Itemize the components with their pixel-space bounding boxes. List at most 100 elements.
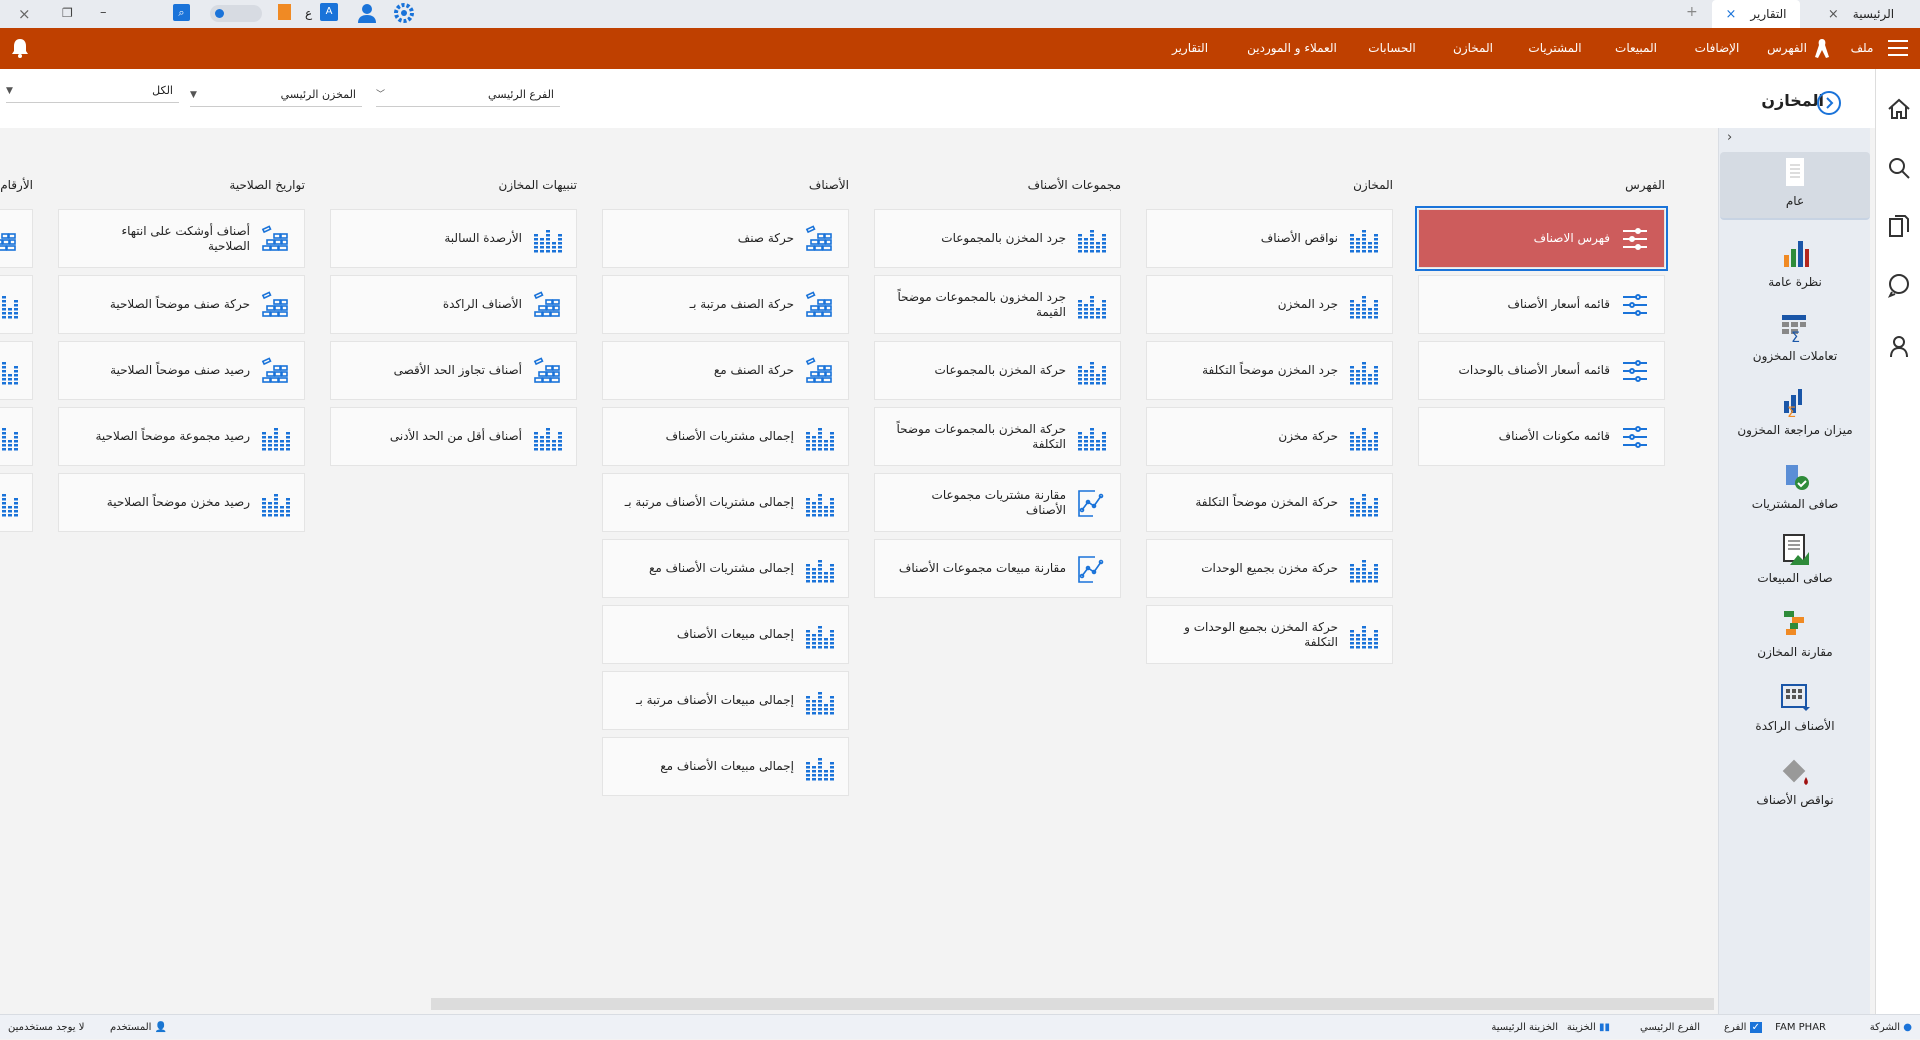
report-card[interactable] bbox=[0, 209, 33, 268]
home-icon[interactable] bbox=[1886, 96, 1912, 122]
report-card[interactable]: إجمالى مشتريات الأصناف bbox=[602, 407, 849, 466]
tab-home[interactable]: الرئيسية × bbox=[1802, 0, 1920, 28]
bar-chart-icon bbox=[804, 752, 834, 782]
report-card[interactable]: إجمالى مشتريات الأصناف مرتبة بـ bbox=[602, 473, 849, 532]
sidebar-item-label: ميزان مراجعة المخزون bbox=[1737, 423, 1853, 437]
report-card[interactable]: حركة المخزن موضحاً التكلفة bbox=[1146, 473, 1393, 532]
report-card[interactable]: حركة صنف bbox=[602, 209, 849, 268]
sidebar-item[interactable]: نظرة عامة bbox=[1719, 237, 1871, 289]
menu-item[interactable]: المبيعات bbox=[1615, 41, 1657, 55]
report-card[interactable]: إجمالى مبيعات الأصناف bbox=[602, 605, 849, 664]
sidebar-item[interactable]: صافى المشتريات bbox=[1719, 459, 1871, 511]
menu-item[interactable]: العملاء و الموردين bbox=[1247, 41, 1337, 55]
sidebar-item[interactable]: عام bbox=[1720, 152, 1870, 220]
notes-icon[interactable] bbox=[278, 4, 291, 20]
report-card-label: جرد المخزن موضحاً التكلفة bbox=[1202, 363, 1338, 377]
menu-item[interactable]: الإضافات bbox=[1694, 41, 1740, 55]
tab-reports[interactable]: التقارير × bbox=[1712, 0, 1800, 28]
settings-gear-icon[interactable] bbox=[392, 1, 416, 25]
close-window-button[interactable]: × bbox=[18, 5, 31, 23]
report-card[interactable]: قائمه أسعار الأصناف bbox=[1418, 275, 1665, 334]
report-card[interactable]: جرد المخزون بالمجموعات موضحاً القيمة bbox=[874, 275, 1121, 334]
notifications-bell-icon[interactable] bbox=[11, 37, 29, 59]
report-card[interactable]: الأصناف الراكدة bbox=[330, 275, 577, 334]
minimize-window-button[interactable]: – bbox=[100, 5, 107, 20]
store-dropdown[interactable]: المخزن الرئيسي ▼ bbox=[190, 85, 362, 107]
document-icon bbox=[1778, 156, 1812, 190]
report-card[interactable]: جرد المخزن بالمجموعات bbox=[874, 209, 1121, 268]
report-card[interactable] bbox=[0, 275, 33, 334]
report-card[interactable]: مقارنة مبيعات مجموعات الأصناف bbox=[874, 539, 1121, 598]
sidebar-item[interactable]: مقارنة المخازن bbox=[1719, 607, 1871, 659]
report-card[interactable]: إجمالى مبيعات الأصناف مع bbox=[602, 737, 849, 796]
menu-item[interactable]: الحسابات bbox=[1368, 41, 1416, 55]
report-card-label: الأصناف الراكدة bbox=[442, 297, 522, 311]
bar-chart-icon bbox=[1076, 422, 1106, 452]
hamburger-menu-icon[interactable] bbox=[1888, 40, 1908, 57]
report-card[interactable]: رصيد مجموعة موضحاً الصلاحية bbox=[58, 407, 305, 466]
report-card[interactable]: الأرصدة السالبة bbox=[330, 209, 577, 268]
menu-item[interactable]: الفهرس bbox=[1767, 41, 1807, 55]
report-card[interactable]: إجمالى مبيعات الأصناف مرتبة بـ bbox=[602, 671, 849, 730]
scrollbar-thumb[interactable] bbox=[431, 998, 1714, 1010]
user-profile-icon[interactable] bbox=[1886, 333, 1912, 359]
report-card[interactable]: حركة المخزن بالمجموعات bbox=[874, 341, 1121, 400]
report-card[interactable]: جرد المخزن موضحاً التكلفة bbox=[1146, 341, 1393, 400]
report-card[interactable] bbox=[0, 341, 33, 400]
report-card[interactable]: أصناف أقل من الحد الأدنى bbox=[330, 407, 577, 466]
report-card[interactable]: مقارنة مشتريات مجموعات الأصناف bbox=[874, 473, 1121, 532]
blocks-icon bbox=[260, 356, 290, 386]
report-card[interactable]: قائمه مكونات الأصناف bbox=[1418, 407, 1665, 466]
report-card[interactable]: حركة المخزن بالمجموعات موضحاً التكلفة bbox=[874, 407, 1121, 466]
all-dropdown[interactable]: الكل ▼ bbox=[6, 81, 179, 103]
search-icon[interactable] bbox=[1886, 155, 1912, 181]
menu-item[interactable]: التقارير bbox=[1171, 41, 1209, 55]
report-card[interactable]: أصناف أوشكت على انتهاء الصلاحية bbox=[58, 209, 305, 268]
sidebar-item[interactable]: Σ ميزان مراجعة المخزون bbox=[1719, 385, 1871, 437]
horizontal-scrollbar[interactable] bbox=[0, 998, 1718, 1010]
sidebar-item[interactable]: الأصناف الراكدة bbox=[1719, 681, 1871, 733]
report-card[interactable]: حركة مخزن بجميع الوحدات bbox=[1146, 539, 1393, 598]
whatsapp-icon[interactable] bbox=[1886, 272, 1912, 298]
sidebar-item[interactable]: Σ تعاملات المخزون bbox=[1719, 311, 1871, 363]
report-card-label: إجمالى مشتريات الأصناف bbox=[665, 429, 794, 443]
collapse-sidebar-button[interactable]: › bbox=[1727, 130, 1733, 145]
report-card[interactable]: حركة الصنف مع bbox=[602, 341, 849, 400]
translate-icon[interactable]: A bbox=[320, 3, 338, 21]
menu-item[interactable]: المخازن bbox=[1453, 41, 1493, 55]
restore-window-button[interactable]: ❐ bbox=[62, 6, 73, 20]
theme-toggle[interactable] bbox=[210, 5, 262, 22]
close-tab-icon[interactable]: × bbox=[1725, 6, 1737, 22]
report-card-label: إجمالى مشتريات الأصناف مع bbox=[648, 561, 794, 575]
report-card[interactable]: حركة مخزن bbox=[1146, 407, 1393, 466]
report-card[interactable] bbox=[0, 473, 33, 532]
user-icon[interactable] bbox=[357, 2, 377, 24]
search-icon[interactable]: ⌕ bbox=[173, 4, 190, 21]
report-card[interactable]: رصيد صنف موضحاً الصلاحية bbox=[58, 341, 305, 400]
sidebar-item-label: عام bbox=[1785, 194, 1805, 208]
svg-text:Σ: Σ bbox=[1787, 405, 1796, 419]
menu-item[interactable]: المشتريات bbox=[1528, 41, 1582, 55]
compare-icon bbox=[1778, 607, 1812, 641]
report-card[interactable]: نواقص الأصناف bbox=[1146, 209, 1393, 268]
documents-icon[interactable] bbox=[1886, 213, 1912, 239]
report-card[interactable]: أصناف تجاوز الحد الأقصى bbox=[330, 341, 577, 400]
report-card[interactable]: رصيد مخزن موضحاً الصلاحية bbox=[58, 473, 305, 532]
report-card[interactable]: حركة الصنف مرتبة بـ bbox=[602, 275, 849, 334]
report-card[interactable]: جرد المخزن bbox=[1146, 275, 1393, 334]
report-card[interactable] bbox=[0, 407, 33, 466]
report-card[interactable]: قائمه أسعار الأصناف بالوحدات bbox=[1418, 341, 1665, 400]
sidebar-item[interactable]: صافى المبيعات bbox=[1719, 533, 1871, 585]
sidebar-item[interactable]: نواقص الأصناف bbox=[1719, 755, 1871, 807]
new-tab-button[interactable]: + bbox=[1686, 4, 1698, 20]
store-value: المخزن الرئيسي bbox=[280, 88, 356, 101]
menu-item[interactable]: ملف bbox=[1850, 41, 1874, 55]
report-card[interactable]: حركة المخزن بجميع الوحدات و التكلفة bbox=[1146, 605, 1393, 664]
report-card[interactable]: إجمالى مشتريات الأصناف مع bbox=[602, 539, 849, 598]
report-card[interactable]: حركة صنف موضحاً الصلاحية bbox=[58, 275, 305, 334]
close-tab-icon[interactable]: × bbox=[1827, 6, 1839, 22]
arabic-language-icon[interactable]: ع bbox=[305, 6, 313, 20]
branch-dropdown[interactable]: الفرع الرئيسي ﹀ bbox=[376, 85, 560, 107]
back-arrow-circle-icon[interactable] bbox=[1816, 90, 1842, 116]
report-card[interactable]: فهرس الاصناف bbox=[1415, 206, 1668, 271]
